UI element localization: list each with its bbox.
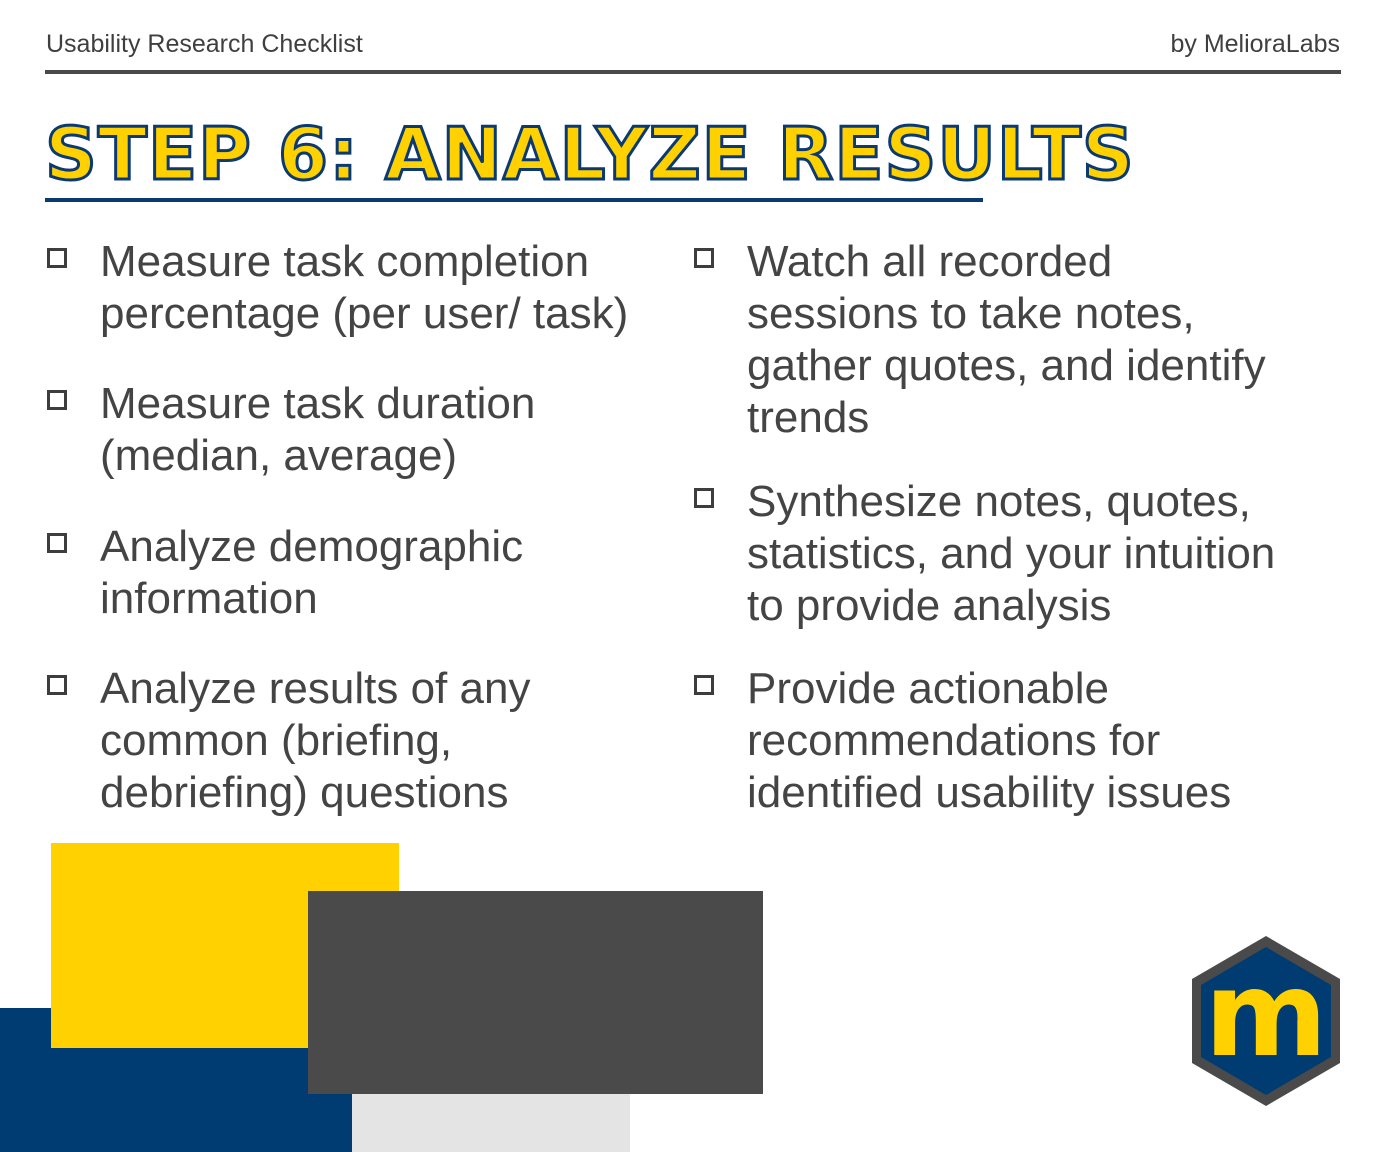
checklist-item-text: Measure task duration (median, average) <box>100 379 536 480</box>
logo-letter: m <box>1205 945 1328 1083</box>
checkbox-icon[interactable] <box>47 390 67 410</box>
header-document-title: Usability Research Checklist <box>46 30 363 58</box>
checkbox-icon[interactable] <box>694 248 714 268</box>
checkbox-icon[interactable] <box>47 248 67 268</box>
checkbox-icon[interactable] <box>47 533 67 553</box>
header-divider <box>45 70 1341 74</box>
checkbox-icon[interactable] <box>694 488 714 508</box>
decor-lightgray-block <box>352 1094 630 1152</box>
checklist-item-text: Analyze demographic information <box>100 522 524 623</box>
page-title: STEP 6: ANALYZE RESULTS <box>44 111 1136 198</box>
decor-darkgray-block <box>308 891 763 1094</box>
title-underline <box>45 198 983 202</box>
checklist-item-text: Provide actionable recommendations for i… <box>747 664 1232 817</box>
meliora-logo-icon: m <box>1192 936 1340 1106</box>
header-author: by MelioraLabs <box>1170 30 1340 58</box>
checkbox-icon[interactable] <box>47 675 67 695</box>
checkbox-icon[interactable] <box>694 675 714 695</box>
logo-hexagon-fill <box>1201 947 1331 1095</box>
checklist-item-text: Synthesize notes, quotes, statistics, an… <box>747 477 1276 630</box>
checklist-item-text: Watch all recorded sessions to take note… <box>747 237 1266 442</box>
checklist-item-text: Measure task completion percentage (per … <box>100 237 629 338</box>
checklist-item-text: Analyze results of any common (briefing,… <box>100 664 531 817</box>
